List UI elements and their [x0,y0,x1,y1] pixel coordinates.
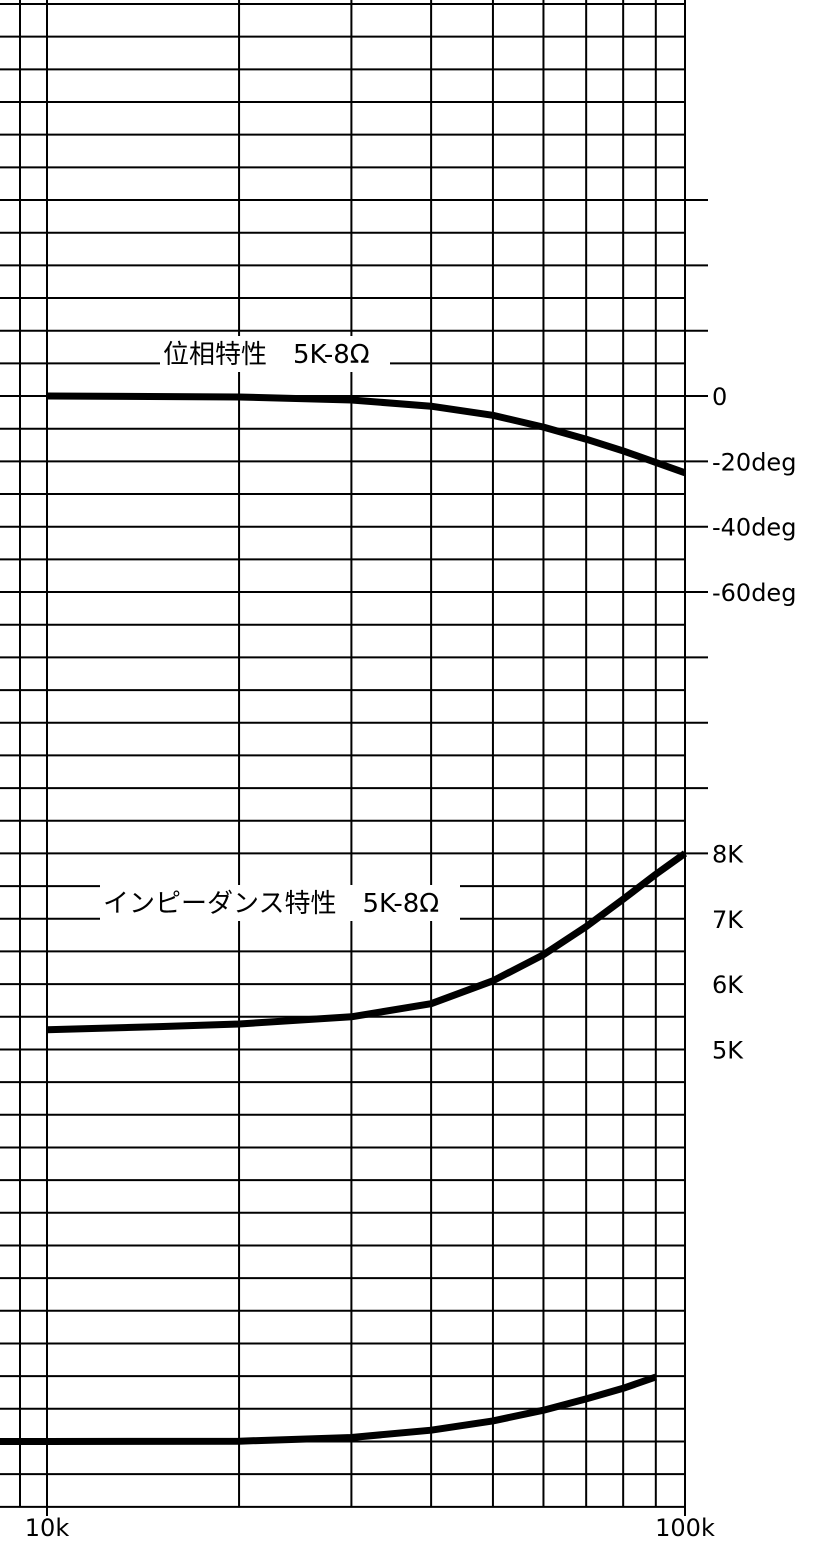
impedance-tick-label: 8K [712,840,744,868]
impedance-curve [46,850,688,1034]
chart-labels: 位相特性 5K-8Ω インピーダンス特性 5K-8Ω [100,336,460,921]
bottom-curve [0,1373,657,1445]
phase-tick-label: -60deg [712,579,796,607]
response-curves [0,392,688,1445]
impedance-tick-label: 7K [712,906,744,934]
impedance-annotation: インピーダンス特性 5K-8Ω [103,889,439,919]
horizontal-gridlines [0,3,708,1508]
phase-annotation: 位相特性 5K-8Ω [163,340,370,370]
vertical-gridlines [19,0,686,1516]
x-tick-label: 100k [655,1514,715,1542]
phase-tick-label: 0 [712,383,727,411]
phase-curve [46,392,687,477]
x-tick-label: 10k [25,1514,70,1542]
phase-tick-label: -40deg [712,514,796,542]
impedance-tick-label: 6K [712,971,744,999]
impedance-label-background [100,885,460,921]
impedance-tick-label: 5K [712,1036,744,1064]
phase-label-background [160,336,390,372]
phase-tick-label: -20deg [712,448,796,476]
axis-tick-labels: 0 -20deg -40deg -60deg 8K 7K 6K 5K 10k 100k [25,383,797,1542]
